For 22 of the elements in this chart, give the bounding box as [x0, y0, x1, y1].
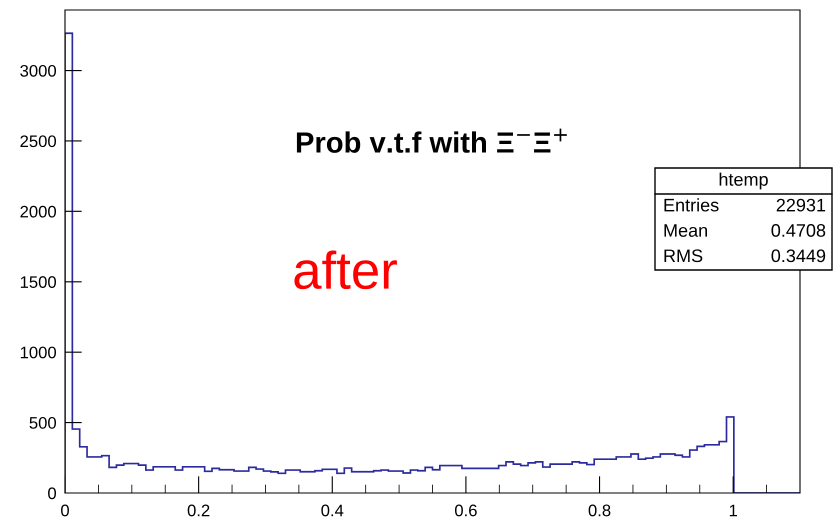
y-tick-label: 1000: [20, 346, 56, 358]
x-tick-label: 0.4: [321, 504, 344, 516]
y-tick-label: 500: [30, 416, 56, 429]
x-tick-label: 0.8: [588, 504, 610, 516]
y-tick-label: 1500: [20, 276, 56, 288]
annotation: 0.4708: [771, 224, 826, 237]
x-tick-label: 0: [61, 504, 69, 516]
x-tick-label: 0.6: [454, 504, 477, 516]
annotation: Entries: [664, 198, 719, 212]
annotation: 0.3449: [771, 249, 826, 262]
annotation: 22931: [776, 198, 826, 212]
x-tick-label: 0.2: [188, 504, 210, 516]
text: Prob v.t.f with Ξ$^{−}$Ξ$^{+}$: [296, 128, 567, 153]
y-tick-label: 2000: [20, 206, 56, 218]
y-tick-label: 2500: [20, 135, 56, 148]
annotation: Mean: [664, 224, 707, 237]
y-tick-label: 3000: [20, 64, 56, 77]
x-tick-label: 1: [730, 504, 738, 516]
annotation: htemp: [720, 172, 768, 190]
annotation: after: [294, 250, 397, 290]
annotation: RMS: [664, 249, 702, 262]
y-tick-label: 0: [48, 487, 56, 500]
